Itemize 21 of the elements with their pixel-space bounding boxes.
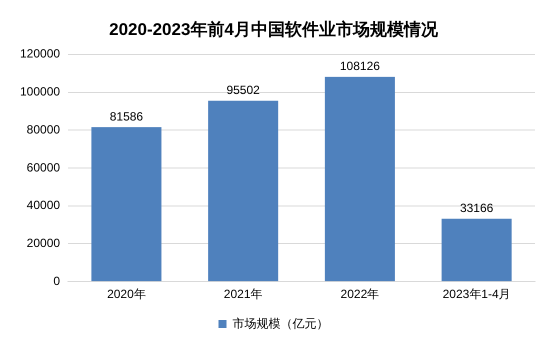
data-label: 95502 <box>226 83 260 98</box>
bar <box>91 127 162 282</box>
data-label: 33166 <box>460 201 494 216</box>
y-tick-label: 100000 <box>20 84 60 99</box>
data-label: 81586 <box>110 109 144 124</box>
legend-label: 市场规模（亿元） <box>232 316 328 330</box>
chart-title: 2020-2023年前4月中国软件业市场规模情况 <box>109 20 439 39</box>
bar <box>324 76 395 282</box>
x-tick-label: 2021年 <box>224 287 263 302</box>
y-tick-label: 0 <box>53 274 60 288</box>
y-tick-label: 20000 <box>26 236 60 250</box>
y-tick-label: 40000 <box>26 198 60 212</box>
bar <box>208 100 278 282</box>
x-tick-label: 2023年1-4月 <box>442 287 511 302</box>
data-label: 108126 <box>340 59 380 74</box>
bar <box>442 218 512 282</box>
y-tick-label: 120000 <box>20 46 60 61</box>
y-tick-label: 60000 <box>26 160 60 174</box>
x-tick-label: 2020年 <box>107 287 146 302</box>
x-tick-label: 2022年 <box>340 287 380 302</box>
y-tick-label: 80000 <box>26 122 60 136</box>
